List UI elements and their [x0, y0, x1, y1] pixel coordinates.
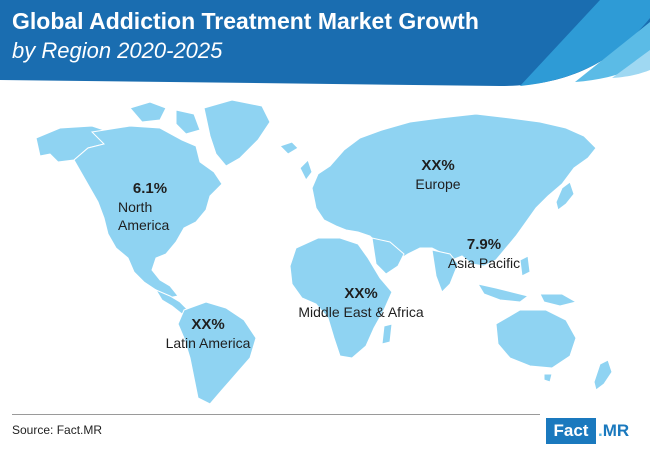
header-background — [0, 0, 650, 86]
latin-america-value: XX% — [191, 316, 225, 333]
uk-landmass — [299, 159, 313, 181]
europe-name: Europe — [415, 176, 461, 192]
middle-east-africa-value: XX% — [344, 285, 378, 302]
logo-box: Fact — [546, 418, 596, 444]
latin-america-name: Latin America — [165, 335, 251, 351]
new-zealand-landmass — [593, 359, 613, 391]
footer-divider — [12, 414, 540, 415]
europe-value: XX% — [421, 157, 455, 174]
logo-tail: MR — [602, 421, 630, 440]
sea-islands-landmass — [476, 283, 530, 303]
baffin-landmass — [175, 109, 201, 135]
arabia-landmass — [371, 237, 405, 275]
source-note: Source: Fact.MR — [12, 423, 103, 437]
arctic-islands-landmass — [129, 101, 167, 123]
greenland-landmass — [203, 99, 271, 167]
middle-east-africa-name: Middle East & Africa — [298, 304, 424, 320]
page-subtitle: by Region 2020-2025 — [12, 38, 223, 63]
iceland-landmass — [279, 141, 299, 155]
south-america-landmass — [177, 301, 257, 405]
india-landmass — [431, 249, 459, 293]
asia-pacific-value: 7.9% — [466, 236, 502, 253]
tasmania-landmass — [543, 373, 553, 383]
asia-pacific-name: Asia Pacific — [447, 255, 521, 271]
logo-dot: . — [598, 421, 603, 440]
region-latin-america: XX% Latin America — [156, 316, 260, 352]
factmr-logo: Fact .MR — [546, 418, 642, 446]
region-middle-east-africa: XX% Middle East & Africa — [284, 285, 438, 321]
north-america-landmass — [73, 125, 223, 299]
madagascar-landmass — [381, 323, 393, 345]
new-guinea-landmass — [539, 293, 578, 307]
north-america-name-line2: America — [118, 217, 170, 233]
page-title: Global Addiction Treatment Market Growth — [12, 8, 479, 34]
north-america-value: 6.1% — [132, 180, 168, 197]
world-map — [35, 99, 613, 405]
japan-landmass — [555, 181, 575, 211]
philippines-landmass — [519, 255, 531, 277]
region-north-america: 6.1% North America — [108, 180, 192, 234]
logo-text: .MR — [598, 418, 629, 444]
region-europe: XX% Europe — [396, 157, 480, 193]
australia-landmass — [495, 309, 577, 369]
region-asia-pacific: 7.9% Asia Pacific — [434, 236, 534, 272]
header-banner: Global Addiction Treatment Market Growth… — [0, 0, 650, 88]
africa-landmass — [289, 237, 393, 359]
north-america-name-line1: North — [118, 199, 153, 215]
